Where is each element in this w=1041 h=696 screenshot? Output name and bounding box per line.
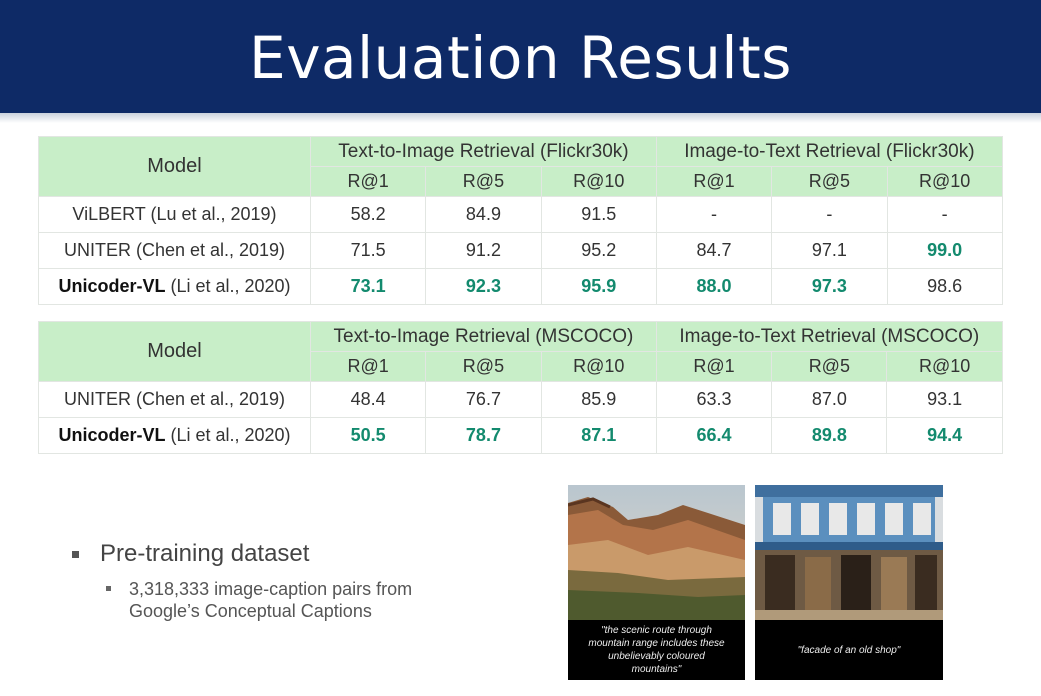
model-cell: ViLBERT (Lu et al., 2019) [38, 196, 311, 233]
bullet-marker [72, 551, 79, 558]
example-image-mountains: "the scenic route through mountain range… [568, 485, 745, 680]
metric-header: R@1 [309, 351, 427, 382]
metric-value-cell: - [771, 196, 888, 233]
bullet-text: Pre-training dataset [100, 540, 310, 567]
shop-photo [755, 485, 943, 620]
example-image-shop: "facade of an old shop" [755, 485, 943, 680]
group-header-t2i: Text-to-Image Retrieval (Flickr30k) [310, 136, 657, 167]
table-row: UNITER (Chen et al., 2019) 71.5 91.2 95.2 84… [38, 232, 1003, 269]
metric-value-cell: 71.5 [309, 232, 427, 269]
model-name: Unicoder-VL [58, 276, 166, 296]
metric-value-cell: 98.6 [886, 268, 1003, 305]
model-name: Unicoder-VL [58, 425, 166, 445]
metric-header: R@1 [655, 351, 773, 382]
metric-value-cell: 48.4 [309, 381, 427, 418]
group-header-i2t: Image-to-Text Retrieval (MSCOCO) [655, 321, 1003, 352]
model-citation: (Li et al., 2020) [165, 425, 291, 445]
header-divider [0, 113, 1041, 123]
metric-header: R@1 [655, 166, 773, 197]
model-citation: (Li et al., 2020) [165, 276, 291, 296]
metric-header: R@10 [540, 166, 657, 197]
model-cell: UNITER (Chen et al., 2019) [38, 381, 311, 418]
sub-bullet-line: Google’s Conceptual Captions [129, 601, 372, 621]
metric-value-cell: 58.2 [309, 196, 427, 233]
model-cell: UNITER (Chen et al., 2019) [38, 232, 311, 269]
metric-value-cell: 76.7 [425, 381, 542, 418]
metric-value-cell: 66.4 [655, 417, 773, 454]
metric-value-cell: 87.0 [771, 381, 888, 418]
metric-value-cell: 91.5 [540, 196, 657, 233]
bullet-list: Pre-training dataset 3,318,333 image-cap… [72, 540, 412, 622]
sub-bullet-item: 3,318,333 image-caption pairs from Googl… [72, 578, 412, 622]
metric-value-cell: 97.1 [771, 232, 888, 269]
metric-value-cell: 97.3 [771, 268, 888, 305]
caption-line: unbelievably coloured mountains" [608, 651, 705, 675]
metric-value-cell: 92.3 [425, 268, 542, 305]
metric-header: R@1 [309, 166, 427, 197]
table-row: Unicoder-VL (Li et al., 2020) 50.5 78.7 87.… [38, 417, 1003, 454]
metric-header: R@5 [425, 166, 542, 197]
group-header-t2i: Text-to-Image Retrieval (MSCOCO) [310, 321, 657, 352]
model-header: Model [38, 136, 311, 197]
caption-line: "the scenic route through [601, 625, 712, 636]
mscoco-results-table: Model Text-to-Image Retrieval (MSCOCO) I… [38, 321, 1003, 454]
image-caption: "facade of an old shop" [755, 620, 943, 680]
model-name: UNITER [63, 240, 131, 260]
slide-header: Evaluation Results [0, 0, 1041, 113]
metric-value-cell: 78.7 [425, 417, 542, 454]
metric-value-cell: 84.9 [425, 196, 542, 233]
sub-bullet-line: 3,318,333 image-caption pairs from [129, 579, 413, 599]
model-name: ViLBERT [72, 204, 146, 224]
flickr30k-results-table: Model Text-to-Image Retrieval (Flickr30k… [38, 136, 1003, 305]
table-row: UNITER (Chen et al., 2019) 48.4 76.7 85.9 63… [38, 381, 1003, 418]
metric-header: R@5 [425, 351, 542, 382]
metric-value-cell: 89.8 [771, 417, 888, 454]
metric-value-cell: 63.3 [655, 381, 773, 418]
bullet-item: Pre-training dataset [72, 540, 412, 568]
model-cell: Unicoder-VL (Li et al., 2020) [38, 268, 311, 305]
metric-header: R@5 [771, 351, 888, 382]
table-row: ViLBERT (Lu et al., 2019) 58.2 84.9 91.5- - - [38, 196, 1003, 233]
metric-value-cell: - [655, 196, 773, 233]
metric-value-cell: 87.1 [540, 417, 657, 454]
metric-value-cell: 84.7 [655, 232, 773, 269]
metric-value-cell: 88.0 [655, 268, 773, 305]
model-header: Model [38, 321, 311, 382]
group-header-i2t: Image-to-Text Retrieval (Flickr30k) [655, 136, 1003, 167]
metric-value-cell: 99.0 [886, 232, 1003, 269]
slide-title: Evaluation Results [249, 24, 792, 92]
mountain-photo [568, 485, 745, 620]
caption-line: "facade of an old shop" [797, 644, 901, 656]
metric-header: R@10 [540, 351, 657, 382]
model-citation: (Chen et al., 2019) [130, 389, 286, 409]
metric-value-cell: 85.9 [540, 381, 657, 418]
metric-value-cell: 95.9 [540, 268, 657, 305]
metric-value-cell: 93.1 [886, 381, 1003, 418]
metric-value-cell: 91.2 [425, 232, 542, 269]
metric-value-cell: 94.4 [886, 417, 1003, 454]
metric-value-cell: - [886, 196, 1003, 233]
caption-line: mountain range includes these [588, 638, 725, 649]
metric-value-cell: 50.5 [309, 417, 427, 454]
metric-header: R@5 [771, 166, 888, 197]
image-caption: "the scenic route through mountain range… [568, 620, 745, 680]
metric-value-cell: 73.1 [309, 268, 427, 305]
metric-header: R@10 [886, 351, 1003, 382]
model-citation: (Chen et al., 2019) [130, 240, 286, 260]
metric-value-cell: 95.2 [540, 232, 657, 269]
model-citation: (Lu et al., 2019) [145, 204, 277, 224]
table-row: Unicoder-VL (Li et al., 2020) 73.1 92.3 95.… [38, 268, 1003, 305]
model-cell: Unicoder-VL (Li et al., 2020) [38, 417, 311, 454]
sub-bullet-marker [106, 586, 111, 591]
metric-header: R@10 [886, 166, 1003, 197]
model-name: UNITER [63, 389, 131, 409]
